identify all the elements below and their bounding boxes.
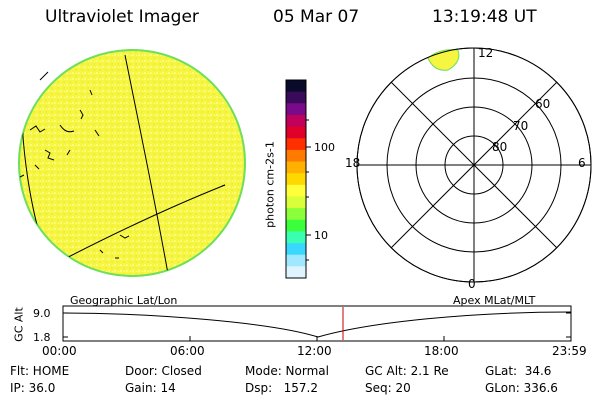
- status-flight: Flt: HOME: [10, 364, 70, 378]
- status-ip: IP: 36.0: [10, 381, 56, 395]
- colorbar-segment: [286, 138, 306, 151]
- coastline: [89, 89, 93, 96]
- colorbar-tick-10: 10: [314, 229, 328, 242]
- altitude-curve: [62, 311, 572, 338]
- mlt-label-0: 0: [468, 277, 476, 291]
- colorbar-segment: [286, 103, 306, 116]
- colorbar-segment: [286, 196, 306, 209]
- ytick-9: 9.0: [33, 307, 51, 320]
- coastline: [99, 249, 104, 254]
- time-label: 13:19:48 UT: [432, 7, 537, 27]
- colorbar-segment: [286, 149, 306, 163]
- coastline: [66, 149, 71, 156]
- colorbar-segment: [286, 126, 306, 139]
- lat-label-80: 80: [492, 140, 508, 154]
- geographic-latlon-title: Geographic Lat/Lon: [70, 294, 178, 307]
- colorbar-segment: [286, 114, 306, 128]
- earth-disc: [18, 49, 246, 277]
- coastline: [79, 109, 84, 120]
- colorbar-segment: [286, 80, 306, 93]
- colorbar-segment: [286, 208, 306, 221]
- ytick-1-8: 1.8: [33, 331, 51, 344]
- xtick-0600: 06:00: [170, 344, 205, 358]
- status-dsp: Dsp: 157.2: [245, 381, 318, 395]
- xtick-0000: 00:00: [42, 344, 77, 358]
- status-gain: Gain: 14: [125, 381, 176, 395]
- status-glat: GLat: 34.6: [485, 364, 552, 378]
- status-door: Door: Closed: [125, 364, 202, 378]
- xtick-1800: 18:00: [424, 344, 459, 358]
- apex-mlat-mlt-title: Apex MLat/MLT: [453, 294, 536, 307]
- coastline: [29, 125, 46, 133]
- colorbar-segment: [286, 173, 306, 186]
- mlt-label-6: 6: [578, 156, 586, 170]
- coastline: [44, 149, 55, 161]
- instrument-title: Ultraviolet Imager: [45, 7, 199, 27]
- lat-label-70: 70: [513, 119, 529, 133]
- colorbar-segment: [286, 231, 306, 244]
- longitude-line: [124, 54, 171, 276]
- colorbar-segment: [286, 219, 306, 232]
- mlt-label-12: 12: [478, 46, 494, 60]
- mlt-label-18: 18: [345, 156, 361, 170]
- coastline: [119, 234, 130, 239]
- status-seq: Seq: 20: [365, 381, 411, 395]
- lat-label-60: 60: [535, 97, 551, 111]
- colorbar-tick-100: 100: [314, 141, 335, 154]
- xtick-1200: 12:00: [297, 344, 332, 358]
- date-label: 05 Mar 07: [273, 7, 360, 27]
- coastline: [59, 124, 75, 133]
- coastline: [34, 164, 40, 170]
- status-mode: Mode: Normal: [245, 364, 329, 378]
- status-glon: GLon: 336.6: [485, 381, 558, 395]
- colorbar-segment: [286, 161, 306, 174]
- colorbar-segment: [286, 266, 306, 279]
- colorbar-segment: [286, 243, 306, 256]
- colorbar-segment: [286, 184, 306, 197]
- colorbar-segment: [286, 91, 306, 104]
- status-gc-alt: GC Alt: 2.1 Re: [365, 364, 449, 378]
- xtick-2359: 23:59: [552, 344, 587, 358]
- colorbar-segment: [286, 254, 306, 267]
- coastline: [94, 129, 100, 137]
